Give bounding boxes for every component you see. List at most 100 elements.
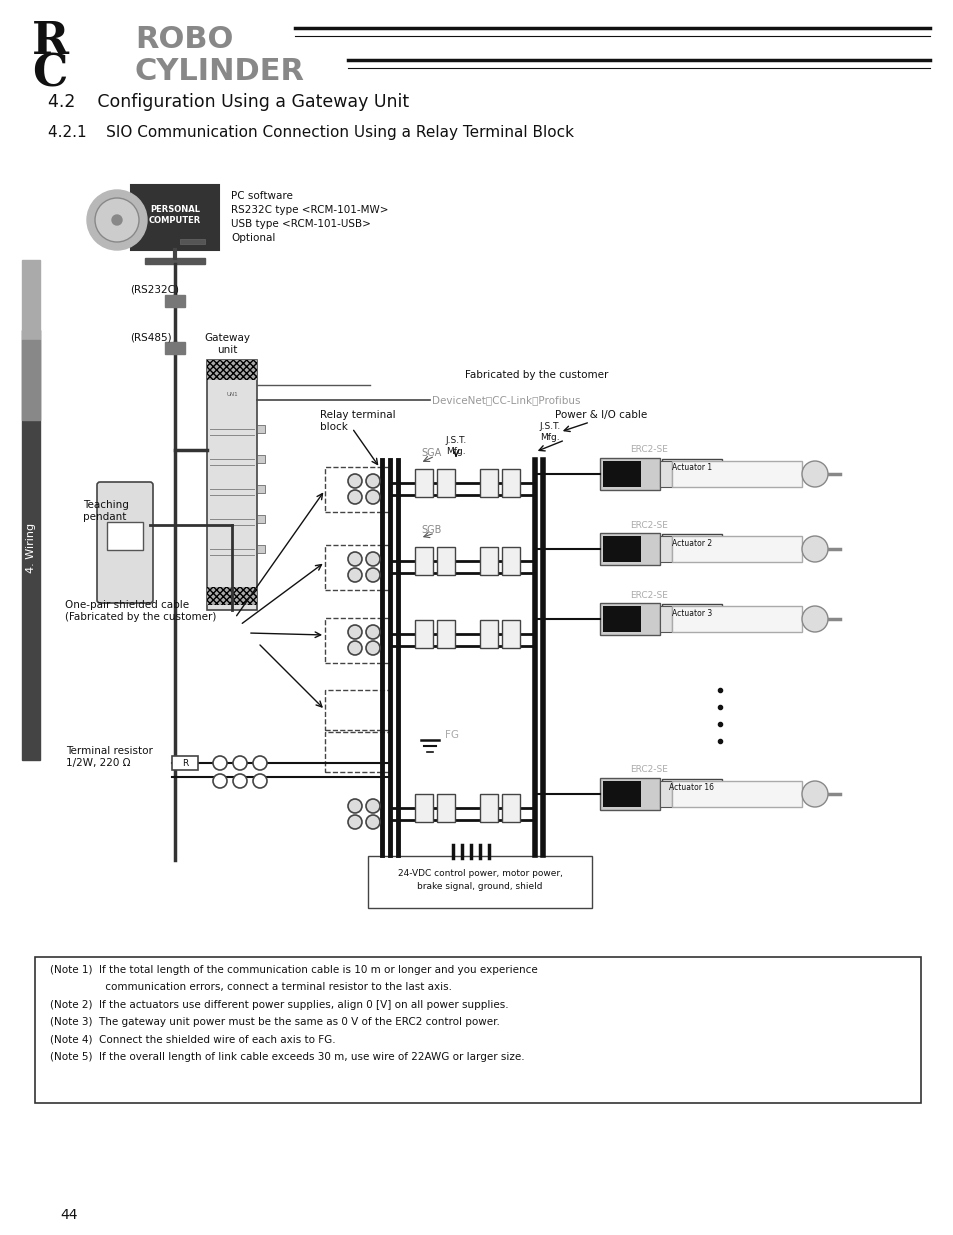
Text: (Note 1)  If the total length of the communication cable is 10 m or longer and y: (Note 1) If the total length of the comm… bbox=[50, 965, 537, 974]
Circle shape bbox=[348, 490, 361, 504]
Bar bbox=[165, 295, 185, 308]
Bar bbox=[165, 342, 185, 354]
Text: (RS485): (RS485) bbox=[130, 332, 172, 342]
Circle shape bbox=[366, 490, 379, 504]
Circle shape bbox=[366, 815, 379, 829]
Text: Actuator 16: Actuator 16 bbox=[669, 783, 714, 793]
Text: RS232C type <RCM-101-MW>: RS232C type <RCM-101-MW> bbox=[231, 205, 388, 215]
Bar bbox=[479, 547, 497, 576]
Bar bbox=[207, 359, 256, 380]
Circle shape bbox=[801, 536, 827, 562]
Bar bbox=[22, 340, 40, 420]
Bar bbox=[602, 461, 640, 487]
Text: 4. Wiring: 4. Wiring bbox=[26, 522, 36, 573]
Bar bbox=[659, 461, 671, 487]
Bar bbox=[661, 779, 721, 797]
FancyBboxPatch shape bbox=[368, 856, 592, 908]
Text: ERC2-SE: ERC2-SE bbox=[629, 520, 667, 530]
Bar bbox=[415, 620, 433, 648]
FancyBboxPatch shape bbox=[97, 482, 152, 603]
Text: Actuator 1: Actuator 1 bbox=[671, 463, 711, 473]
Bar bbox=[602, 536, 640, 562]
Text: DeviceNet／CC-Link／Profibus: DeviceNet／CC-Link／Profibus bbox=[432, 395, 579, 405]
Bar bbox=[671, 536, 801, 562]
Circle shape bbox=[366, 625, 379, 638]
Bar bbox=[207, 587, 256, 605]
Circle shape bbox=[366, 641, 379, 655]
Circle shape bbox=[366, 552, 379, 566]
Circle shape bbox=[213, 756, 227, 769]
Bar bbox=[256, 545, 265, 553]
Circle shape bbox=[233, 756, 247, 769]
Bar bbox=[479, 794, 497, 823]
Bar bbox=[131, 185, 219, 249]
Bar bbox=[479, 469, 497, 496]
Text: SGB: SGB bbox=[421, 525, 442, 535]
Bar bbox=[22, 330, 40, 760]
Text: 24-VDC control power, motor power,
brake signal, ground, shield: 24-VDC control power, motor power, brake… bbox=[397, 869, 562, 892]
Bar bbox=[671, 781, 801, 806]
Text: (Note 4)  Connect the shielded wire of each axis to FG.: (Note 4) Connect the shielded wire of ea… bbox=[50, 1035, 335, 1045]
Text: One-pair shielded cable
(Fabricated by the customer): One-pair shielded cable (Fabricated by t… bbox=[65, 600, 216, 621]
Circle shape bbox=[253, 756, 267, 769]
Circle shape bbox=[801, 461, 827, 487]
Bar bbox=[180, 240, 205, 245]
Text: 4.2    Configuration Using a Gateway Unit: 4.2 Configuration Using a Gateway Unit bbox=[48, 93, 409, 111]
Circle shape bbox=[366, 568, 379, 582]
Text: Terminal resistor
1/2W, 220 Ω: Terminal resistor 1/2W, 220 Ω bbox=[66, 746, 152, 768]
Bar bbox=[599, 458, 659, 490]
Bar bbox=[671, 606, 801, 632]
Text: J.S.T.
Mfg.: J.S.T. Mfg. bbox=[538, 422, 560, 442]
Bar bbox=[659, 536, 671, 562]
Bar bbox=[501, 469, 519, 496]
Text: USB type <RCM-101-USB>: USB type <RCM-101-USB> bbox=[231, 219, 371, 228]
Circle shape bbox=[366, 799, 379, 813]
Circle shape bbox=[348, 815, 361, 829]
Bar bbox=[436, 469, 455, 496]
Text: communication errors, connect a terminal resistor to the last axis.: communication errors, connect a terminal… bbox=[50, 982, 452, 992]
Text: FG: FG bbox=[444, 730, 458, 740]
Text: SGA: SGA bbox=[421, 448, 441, 458]
Text: R: R bbox=[31, 21, 69, 63]
Text: (Note 3)  The gateway unit power must be the same as 0 V of the ERC2 control pow: (Note 3) The gateway unit power must be … bbox=[50, 1016, 499, 1028]
Bar bbox=[659, 781, 671, 806]
Text: UN1: UN1 bbox=[226, 393, 237, 398]
Text: Fabricated by the customer: Fabricated by the customer bbox=[464, 370, 608, 380]
Bar bbox=[671, 461, 801, 487]
Circle shape bbox=[366, 474, 379, 488]
Circle shape bbox=[213, 774, 227, 788]
Text: ERC2-SE: ERC2-SE bbox=[629, 590, 667, 599]
Text: Power & I/O cable: Power & I/O cable bbox=[555, 410, 646, 420]
Bar bbox=[501, 620, 519, 648]
Text: (Note 5)  If the overall length of link cable exceeds 30 m, use wire of 22AWG or: (Note 5) If the overall length of link c… bbox=[50, 1052, 524, 1062]
Circle shape bbox=[348, 552, 361, 566]
Circle shape bbox=[253, 774, 267, 788]
Text: Gateway
unit: Gateway unit bbox=[204, 333, 250, 354]
Bar bbox=[172, 756, 198, 769]
Bar bbox=[145, 258, 205, 264]
Text: C: C bbox=[32, 53, 68, 95]
Bar bbox=[661, 459, 721, 477]
Bar bbox=[107, 522, 143, 550]
Bar bbox=[256, 515, 265, 522]
Text: Actuator 3: Actuator 3 bbox=[671, 609, 711, 618]
Text: ROBO: ROBO bbox=[135, 26, 233, 54]
Text: 44: 44 bbox=[60, 1208, 77, 1221]
Circle shape bbox=[348, 474, 361, 488]
Bar bbox=[22, 261, 40, 340]
Text: Teaching
pendant: Teaching pendant bbox=[83, 500, 129, 521]
Bar bbox=[436, 794, 455, 823]
Bar bbox=[661, 604, 721, 622]
Bar bbox=[479, 620, 497, 648]
Bar bbox=[256, 454, 265, 463]
Bar bbox=[599, 534, 659, 564]
Bar bbox=[599, 603, 659, 635]
Text: (RS232C): (RS232C) bbox=[130, 285, 179, 295]
Text: PERSONAL
COMPUTER: PERSONAL COMPUTER bbox=[149, 205, 201, 225]
Circle shape bbox=[801, 781, 827, 806]
Bar bbox=[256, 425, 265, 433]
Bar bbox=[415, 794, 433, 823]
Circle shape bbox=[95, 198, 139, 242]
Bar bbox=[602, 781, 640, 806]
Bar bbox=[415, 469, 433, 496]
